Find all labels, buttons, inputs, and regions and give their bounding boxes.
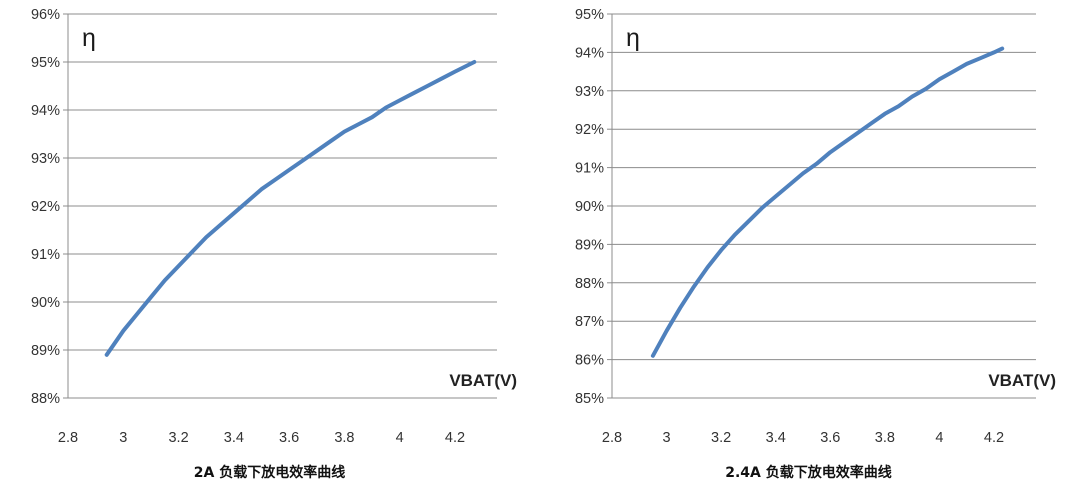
- y-tick-label: 86%: [575, 353, 604, 369]
- y-tick-label: 93%: [575, 84, 604, 100]
- x-tick-label: 4: [396, 430, 404, 446]
- x-tick-label: 4: [935, 430, 943, 446]
- chart-2a: 88% 89% 90% 91% 92% 93% 94% 95% 96% 2.8 3 3.2 3.4 3.6…: [31, 7, 517, 446]
- y-tick-label: 93%: [31, 151, 60, 167]
- y-tick-label: 85%: [575, 391, 604, 407]
- y-tick-label: 92%: [31, 199, 60, 215]
- y-tick-label: 87%: [575, 314, 604, 330]
- y-tick-label: 89%: [31, 343, 60, 359]
- y-tick-label: 91%: [31, 247, 60, 263]
- y-tick-label: 88%: [31, 391, 60, 407]
- x-tick-label: 3.8: [334, 430, 354, 446]
- x-tick-label: 3.6: [820, 430, 840, 446]
- y-tick-label: 90%: [575, 199, 604, 215]
- y-axis-label: η: [626, 24, 640, 52]
- x-tick-label: 3.4: [766, 430, 786, 446]
- x-axis-label: VBAT(V): [988, 371, 1056, 390]
- x-tick-label: 3.8: [875, 430, 895, 446]
- chart-title: 2A 负载下放电效率曲线: [193, 465, 346, 481]
- x-tick-label: 3.6: [279, 430, 299, 446]
- y-tick-label: 92%: [575, 122, 604, 138]
- x-tick-label: 2.8: [58, 430, 78, 446]
- x-tick-label: 3.2: [168, 430, 188, 446]
- x-axis-label: VBAT(V): [449, 371, 517, 390]
- y-tick-label: 91%: [575, 161, 604, 177]
- y-tick-label: 89%: [575, 237, 604, 253]
- y-axis-label: η: [82, 24, 96, 52]
- y-tick-label: 95%: [31, 55, 60, 71]
- chart-panel-2a: 88% 89% 90% 91% 92% 93% 94% 95% 96% 2.8 3 3.2 3.4 3.6…: [31, 7, 517, 481]
- x-tick-label: 3.2: [711, 430, 731, 446]
- y-tick-label: 94%: [31, 103, 60, 119]
- chart-panel-2-4a: 85% 86% 87% 88% 89% 90% 91% 92% 93% 94% 95% 2.8 3 3.2…: [539, 0, 1078, 486]
- y-tick-label: 90%: [31, 295, 60, 311]
- chart-title: 2.4A 负载下放电效率曲线: [725, 465, 892, 481]
- x-tick-label: 3.4: [224, 430, 244, 446]
- x-tick-label: 2.8: [602, 430, 622, 446]
- series-line: [650, 46, 1005, 358]
- chart-2-4a: 85% 86% 87% 88% 89% 90% 91% 92% 93% 94% 95% 2.8 3 3.2…: [575, 7, 1056, 446]
- y-tick-label: 88%: [575, 276, 604, 292]
- y-tick-label: 95%: [575, 7, 604, 23]
- series-line: [104, 60, 477, 357]
- y-tick-label: 94%: [575, 45, 604, 61]
- x-tick-label: 3: [119, 430, 127, 446]
- x-tick-label: 4.2: [984, 430, 1004, 446]
- y-tick-label: 96%: [31, 7, 60, 23]
- x-tick-label: 4.2: [445, 430, 465, 446]
- x-tick-label: 3: [663, 430, 671, 446]
